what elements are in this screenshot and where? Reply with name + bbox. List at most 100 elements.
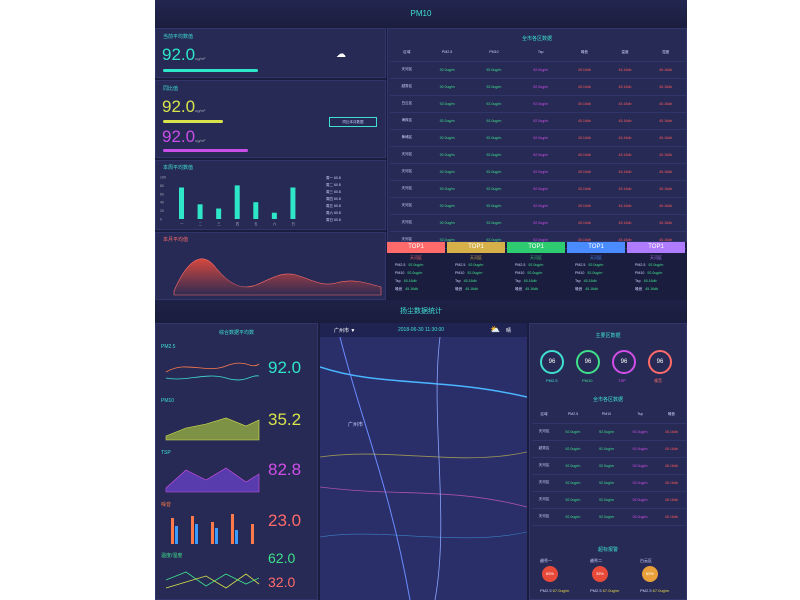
top-card-row: PM10 92.0ug/m	[515, 271, 543, 275]
table-header-cell: 区域	[390, 44, 424, 62]
table-row[interactable]: 白云区 92.0ug/m 92.0ug/m 92.0ug/m 45.16db 45.16d…	[390, 95, 686, 113]
table-cell: 92.0ug/m	[470, 61, 518, 79]
table-cell: 45.16db	[645, 214, 686, 232]
table-cell: 92.0ug/m	[517, 197, 565, 215]
alarm-name: 越秀一	[540, 558, 552, 563]
rb-table-title: 全市各区数据	[592, 397, 623, 403]
top-card-row: 噪音 45.16db	[635, 287, 659, 291]
week-ytick: 80	[160, 184, 164, 188]
top-card-title: TOP1	[567, 242, 625, 253]
table-cell: 92.0ug/m	[423, 197, 471, 215]
top-card[interactable]: TOP1 天河区 PM2.5 92.0ug/m PM10 92.0ug/m Tsp 45…	[627, 242, 685, 300]
alarm-circle[interactable]: 35%	[592, 566, 608, 582]
gauge-value: 96	[656, 359, 664, 365]
table-cell: 92.0ug/m	[589, 423, 624, 441]
page-title: PM10	[410, 9, 432, 18]
table-cell: 92.0ug/m	[470, 129, 518, 147]
week-ytick: 0	[160, 218, 162, 222]
table-row[interactable]: 天河区 92.0ug/m 92.0ug/m 92.0ug/m 45.16db	[532, 508, 686, 526]
top-card[interactable]: TOP1 天河区 PM2.5 92.0ug/m PM10 92.0ug/m Tsp 45…	[567, 242, 625, 300]
district-table: 区域 PM2.5 PM10 Tsp 噪音 温度 湿度 天河区 92.0ug/m 92.0ug/m 9…	[390, 44, 686, 249]
compare-button[interactable]: 同比本月数据	[329, 117, 377, 127]
table-row[interactable]: 天河区 92.0ug/m 92.0ug/m 92.0ug/m 45.16db 45.16d…	[390, 61, 686, 79]
top-card[interactable]: TOP1 天河区 PM2.5 92.0ug/m PM10 92.0ug/m Tsp 45…	[447, 242, 505, 300]
table-cell: 天河区	[390, 163, 424, 181]
table-cell: 92.0ug/m	[556, 491, 590, 509]
pm10-area-chart	[165, 417, 260, 441]
map-datetime: 2018-06-30 11:30:00	[398, 327, 445, 333]
table-row[interactable]: 越秀区 92.0ug/m 92.0ug/m 92.0ug/m 45.16db 45.16d…	[390, 78, 686, 96]
table-row[interactable]: 天河区 92.0ug/m 92.0ug/m 92.0ug/m 45.16db	[532, 457, 686, 475]
table-cell: 92.0ug/m	[517, 61, 565, 79]
compare-value-1: 92.0ug/m³	[162, 97, 206, 116]
table-cell: 92.0ug/m	[470, 112, 518, 130]
table-cell: 92.0ug/m	[423, 95, 471, 113]
table-cell: 92.0ug/m	[517, 214, 565, 232]
top-card-row: PM2.5 92.0ug/m	[515, 263, 544, 267]
gauge-value: 96	[620, 359, 628, 365]
table-row[interactable]: 黄埔区 92.0ug/m 92.0ug/m 92.0ug/m 45.16db 45.16d…	[390, 129, 686, 147]
alarm-value: PM2.5 67.0ug/m	[540, 588, 570, 593]
week-ytick: 40	[160, 201, 164, 205]
table-row[interactable]: 天河区 92.0ug/m 92.0ug/m 92.0ug/m 45.16db 45.16d…	[390, 163, 686, 181]
city-select[interactable]: 广州市 ▼	[334, 328, 356, 334]
top-card-row: 噪音 45.16db	[515, 287, 539, 291]
table-cell: 45.16db	[564, 61, 605, 79]
top-card-row: PM10 92.0ug/m	[395, 271, 423, 275]
table-row[interactable]: 天河区 92.0ug/m 92.0ug/m 92.0ug/m 45.16db 45.16d…	[390, 214, 686, 232]
table-cell: 45.16db	[604, 180, 646, 198]
temp-label: 温度/湿度	[161, 553, 183, 559]
top-card-area: 天河区	[410, 255, 422, 260]
table-header-row: 区域 PM2.5 PM10 Tsp 噪音	[532, 406, 686, 424]
gauge: 96	[612, 350, 636, 374]
table-cell: 92.0ug/m	[589, 491, 624, 509]
table-cell: 45.16db	[564, 163, 605, 181]
week-bar	[253, 202, 259, 219]
alarm-circle[interactable]: 65%	[542, 566, 558, 582]
week-bar	[216, 208, 222, 219]
table-row[interactable]: 越秀区 92.0ug/m 92.0ug/m 92.0ug/m 45.16db	[532, 440, 686, 458]
table-cell: 92.0ug/m	[470, 197, 518, 215]
table-header-cell: 噪音	[656, 406, 686, 424]
cloud-icon: ☁	[336, 49, 346, 60]
table-cell: 45.16db	[645, 78, 686, 96]
top-card-row: PM2.5 92.0ug/m	[575, 263, 604, 267]
week-bar	[290, 187, 296, 219]
table-header-cell: Tsp	[623, 406, 657, 424]
table-row[interactable]: 天河区 92.0ug/m 92.0ug/m 92.0ug/m 45.16db	[532, 423, 686, 441]
table-cell: 92.0ug/m	[556, 440, 590, 458]
table-cell: 92.0ug/m	[423, 180, 471, 198]
pm10-value: 35.2	[268, 410, 302, 429]
top-card-row: Tsp 45.16db	[395, 279, 417, 283]
alarm-circle[interactable]: 65%	[642, 566, 658, 582]
table-cell: 45.16db	[564, 197, 605, 215]
noise-label: 噪音	[161, 502, 172, 508]
top-card[interactable]: TOP1 天河区 PM2.5 92.0ug/m PM10 92.0ug/m Tsp 45…	[387, 242, 445, 300]
top-card-title: TOP1	[627, 242, 685, 253]
tsp-label: TSP	[161, 450, 171, 456]
table-row[interactable]: 天河区 92.0ug/m 92.0ug/m 92.0ug/m 45.16db	[532, 491, 686, 509]
week-xtick: 五	[254, 222, 258, 226]
table-header-cell: PM10	[589, 406, 624, 424]
top-card-row: PM2.5 92.0ug/m	[455, 263, 484, 267]
table-cell: 45.16db	[645, 163, 686, 181]
city-map[interactable]: 广州市 ▼ 2018-06-30 11:30:00 ⛅ 晴 广州市	[320, 323, 527, 600]
table-cell: 92.0ug/m	[423, 129, 471, 147]
table-row[interactable]: 天河区 92.0ug/m 92.0ug/m 92.0ug/m 45.16db 45.16d…	[390, 197, 686, 215]
table-row[interactable]: 天河区 92.0ug/m 92.0ug/m 92.0ug/m 45.16db 45.16d…	[390, 180, 686, 198]
table-header-cell: PM2.5	[423, 44, 471, 62]
table-cell: 92.0ug/m	[470, 95, 518, 113]
weather-text: 晴	[506, 328, 512, 334]
table-row[interactable]: 天河区 92.0ug/m 92.0ug/m 92.0ug/m 45.16db 45.16d…	[390, 146, 686, 164]
gauges-title: 主要区数据	[595, 333, 621, 339]
month-area-chart	[173, 258, 382, 296]
top-card[interactable]: TOP1 天河区 PM2.5 92.0ug/m PM10 92.0ug/m Tsp 45…	[507, 242, 565, 300]
table-cell: 海珠区	[390, 112, 424, 130]
table-row[interactable]: 天河区 92.0ug/m 92.0ug/m 92.0ug/m 45.16db	[532, 474, 686, 492]
week-legend-item: 周二 60.8	[326, 182, 341, 187]
table-header-row: 区域 PM2.5 PM10 Tsp 噪音 温度 湿度	[390, 44, 686, 62]
table-cell: 92.0ug/m	[623, 423, 657, 441]
rb-table: 区域 PM2.5 PM10 Tsp 噪音 天河区 92.0ug/m 92.0ug/m 92.0u…	[532, 406, 686, 526]
table-row[interactable]: 海珠区 92.0ug/m 92.0ug/m 92.0ug/m 45.16db 45.16d…	[390, 112, 686, 130]
week-legend-item: 周一 60.8	[326, 175, 341, 180]
